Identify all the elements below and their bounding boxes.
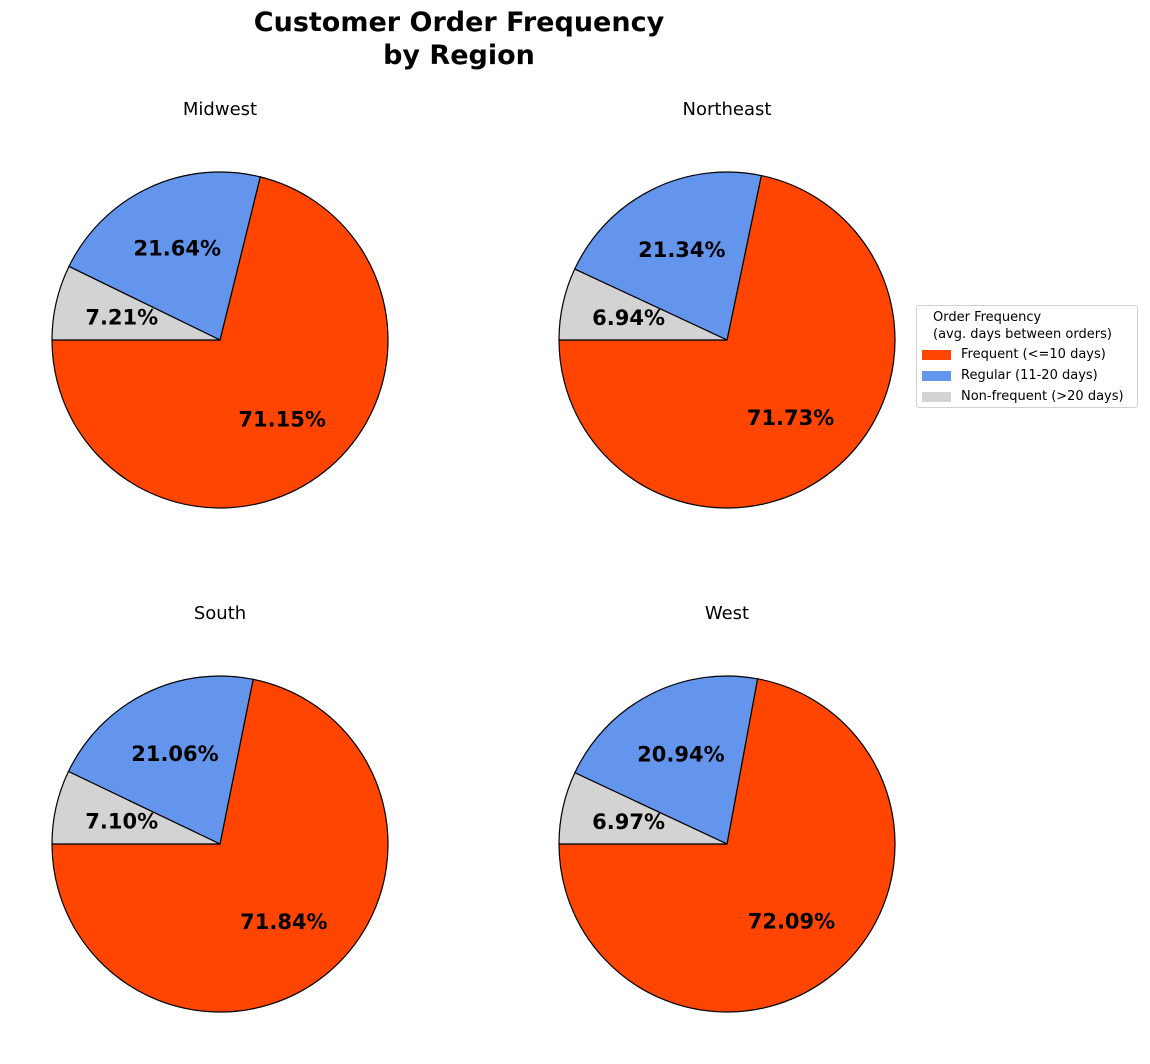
pie-slice-northeast-non-frequent [558,268,728,341]
pie-slice-west-non-frequent [558,772,728,845]
pie-label-northeast-non-frequent: 6.94% [592,306,665,330]
pie-label-northeast-regular: 21.34% [638,238,725,262]
legend-label-frequent: Frequent (<=10 days) [961,347,1106,362]
pie-label-midwest-non-frequent: 7.21% [85,305,158,329]
legend: Order Frequency (avg. days between order… [916,305,1138,408]
pie-slice-northeast-frequent [558,174,896,509]
pie-label-west-frequent: 72.09% [748,909,835,933]
pie-slice-midwest-regular [68,171,261,341]
pie-slice-west-regular [574,675,759,845]
pie-title-south: South [194,603,246,624]
legend-item-regular: Regular (11-20 days) [922,367,1098,384]
pie-west: West 72.09% 20.94% 6.97% [558,603,896,1013]
legend-swatch-regular [922,370,951,381]
pie-title-west: West [705,603,749,624]
legend-label-regular: Regular (11-20 days) [961,368,1098,383]
legend-item-non-frequent: Non-frequent (>20 days) [922,388,1124,405]
pie-slice-midwest-non-frequent [51,265,221,341]
pie-label-northeast-frequent: 71.73% [747,406,834,430]
pie-label-south-regular: 21.06% [131,742,218,766]
pie-northeast: Northeast 71.73% 21.34% 6.94% [558,99,896,509]
chart-title: Customer Order Frequency by Region [154,6,764,72]
pie-title-midwest: Midwest [183,99,257,120]
pie-slice-west-frequent [558,678,896,1013]
legend-title-line-2: (avg. days between orders) [933,327,1112,342]
legend-title: Order Frequency (avg. days between order… [933,309,1112,343]
pie-label-west-non-frequent: 6.97% [592,810,665,834]
legend-swatch-frequent [922,349,951,360]
pie-label-west-regular: 20.94% [637,742,724,766]
pie-title-northeast: Northeast [683,99,772,120]
pie-slice-northeast-regular [574,171,762,341]
legend-item-frequent: Frequent (<=10 days) [922,346,1106,363]
pie-label-south-frequent: 71.84% [240,910,327,934]
pie-slice-south-non-frequent [51,770,221,845]
chart-title-line-2: by Region [383,40,535,71]
chart-title-line-1: Customer Order Frequency [253,7,665,38]
pie-label-midwest-frequent: 71.15% [238,407,325,431]
pie-south: South 71.84% 21.06% 7.10% [51,603,389,1013]
pie-label-south-non-frequent: 7.10% [85,810,158,834]
pie-midwest: Midwest 71.15% 21.64% 7.21% [51,99,389,509]
legend-title-line-1: Order Frequency [933,310,1042,325]
legend-label-non-frequent: Non-frequent (>20 days) [961,389,1124,404]
legend-swatch-non-frequent [922,391,951,402]
pie-slice-south-regular [67,675,254,845]
pie-label-midwest-regular: 21.64% [134,237,221,261]
pie-slice-midwest-frequent [51,176,389,509]
pie-slice-south-frequent [51,678,389,1013]
